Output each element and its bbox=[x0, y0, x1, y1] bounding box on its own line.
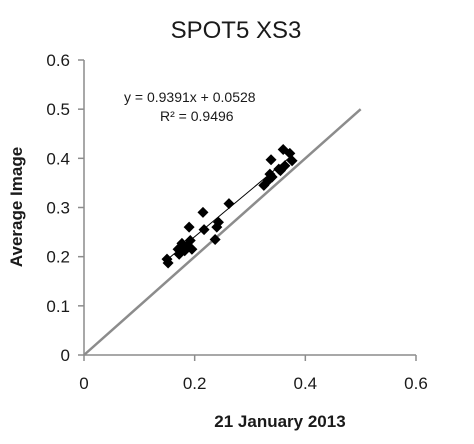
y-tick-label: 0 bbox=[61, 346, 70, 365]
data-point bbox=[212, 216, 224, 228]
y-tick-label: 0.4 bbox=[46, 149, 70, 168]
x-tick-label: 0 bbox=[79, 374, 88, 393]
data-point bbox=[183, 221, 195, 233]
data-point bbox=[279, 160, 291, 172]
y-tick-label: 0.1 bbox=[46, 297, 70, 316]
data-points bbox=[161, 143, 298, 269]
x-tick-label: 0.2 bbox=[183, 374, 207, 393]
y-tick-label: 0.2 bbox=[46, 248, 70, 267]
data-point bbox=[209, 233, 221, 245]
data-point bbox=[265, 154, 277, 166]
tick-group: 0 0.1 0.2 0.3 0.4 0.5 0.6 0 0.2 0.4 0.6 bbox=[46, 51, 427, 393]
y-tick-label: 0.3 bbox=[46, 199, 70, 218]
data-point bbox=[197, 206, 209, 218]
x-axis-label: 21 January 2013 bbox=[214, 412, 345, 431]
y-axis-label: Average Image bbox=[7, 147, 26, 267]
trendline-equation: y = 0.9391x + 0.0528 bbox=[124, 89, 256, 105]
y-tick-label: 0.6 bbox=[46, 51, 70, 70]
data-point bbox=[198, 224, 210, 236]
trendline-r-squared: R² = 0.9496 bbox=[160, 108, 234, 124]
data-point bbox=[162, 257, 174, 269]
reference-line-group bbox=[83, 108, 362, 356]
data-point bbox=[266, 171, 278, 183]
x-tick-label: 0.4 bbox=[294, 374, 318, 393]
x-tick-label: 0.6 bbox=[404, 374, 428, 393]
one-to-one-line bbox=[83, 108, 362, 356]
data-point bbox=[223, 198, 235, 210]
y-tick-label: 0.5 bbox=[46, 100, 70, 119]
chart-title: SPOT5 XS3 bbox=[171, 17, 302, 44]
data-point bbox=[286, 155, 298, 167]
data-point bbox=[184, 234, 196, 246]
data-point bbox=[186, 243, 198, 255]
